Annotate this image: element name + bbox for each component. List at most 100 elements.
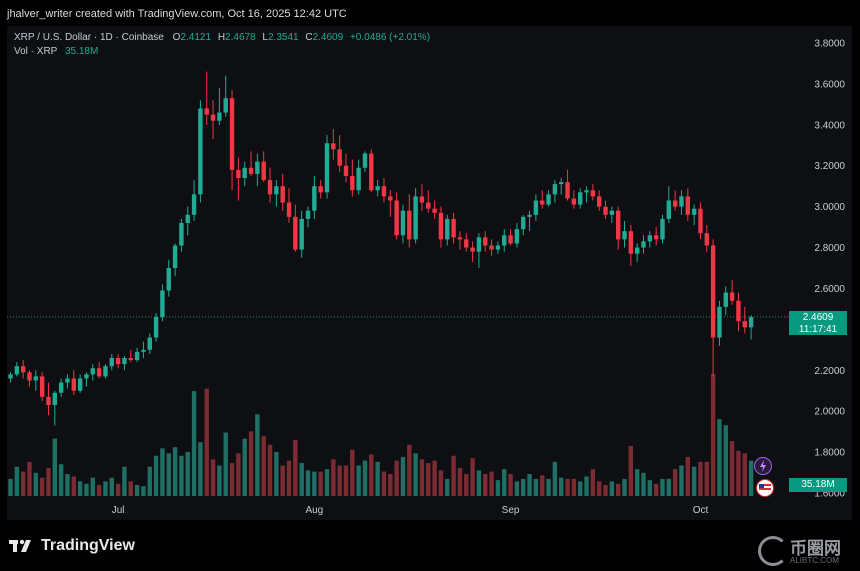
volume-bar	[419, 459, 425, 496]
us-flag-event-icon[interactable]	[756, 479, 774, 497]
candle-body	[464, 239, 469, 248]
volume-bar	[115, 483, 121, 496]
tradingview-logo-icon	[9, 539, 31, 552]
candle-body	[419, 196, 425, 203]
candle-body	[685, 196, 691, 215]
candle-body	[115, 358, 121, 365]
y-axis-tick-label: 2.0000	[814, 407, 845, 418]
candle-body	[343, 165, 349, 176]
volume-bar	[236, 453, 241, 496]
candle-body	[521, 216, 526, 230]
volume-bar	[748, 460, 754, 496]
volume-bar	[299, 463, 304, 496]
volume-bar	[375, 461, 380, 496]
volume-bar	[502, 469, 507, 496]
volume-bar	[483, 474, 488, 496]
volume-bar	[185, 452, 190, 496]
volume-value: 35.18M	[64, 46, 99, 57]
tradingview-logo-text: TradingView	[41, 537, 135, 554]
volume-bar	[109, 477, 114, 496]
candle-body	[210, 114, 216, 121]
volume-bar	[166, 453, 171, 496]
volume-bar	[337, 465, 342, 496]
volume-bar	[527, 474, 532, 496]
volume-bar	[248, 431, 254, 496]
volume-bar	[584, 476, 589, 496]
volume-bar	[495, 480, 501, 496]
candle-body	[356, 167, 361, 191]
volume-bar	[400, 456, 406, 496]
volume-bar	[578, 481, 583, 496]
y-axis-tick-label: 3.8000	[814, 39, 845, 50]
volume-bar	[160, 448, 165, 496]
volume-bar	[540, 475, 545, 496]
lightning-event-icon[interactable]	[754, 457, 772, 475]
candle-body	[527, 214, 532, 217]
candle-body	[267, 180, 273, 195]
candle-body	[489, 245, 494, 250]
candle-body	[609, 210, 615, 215]
candle-body	[400, 210, 406, 236]
volume-bar	[65, 474, 70, 496]
volume-bar	[103, 481, 108, 496]
volume-bar	[432, 460, 437, 496]
volume-bar	[141, 486, 146, 496]
candle-body	[318, 186, 323, 193]
volume-bar	[489, 471, 494, 496]
candle-body	[337, 149, 342, 166]
y-axis-tick-label: 1.6000	[814, 489, 845, 500]
candle-body	[445, 218, 450, 240]
top-bar: jhalver_writer created with TradingView.…	[0, 0, 860, 28]
candle-body	[274, 186, 279, 195]
candle-body	[27, 372, 32, 381]
candle-body	[457, 237, 463, 240]
candle-body	[324, 143, 330, 193]
candle-body	[299, 218, 304, 250]
volume-bar	[153, 455, 159, 496]
candle-body	[77, 378, 83, 391]
volume-bar	[39, 477, 45, 496]
us-flag-icon	[759, 484, 771, 490]
volume-bar	[71, 476, 76, 496]
volume-legend: Vol · XRP 35.18M	[14, 46, 98, 57]
tradingview-logo[interactable]: TradingView	[9, 537, 135, 555]
volume-bar	[274, 452, 279, 496]
candle-body	[660, 218, 665, 240]
volume-bar	[641, 472, 646, 496]
volume-bar	[191, 391, 197, 496]
candle-body	[559, 182, 564, 185]
candle-body	[679, 196, 684, 207]
volume-bar	[653, 483, 659, 496]
candle-body	[628, 231, 634, 254]
volume-bar	[476, 470, 482, 496]
candle-body	[672, 200, 678, 207]
current-price: 2.4609	[802, 312, 834, 323]
y-axis-tick-label: 3.4000	[814, 120, 845, 131]
volume-bar	[229, 463, 235, 496]
volume-bar	[255, 414, 260, 496]
volume-bar	[672, 469, 678, 496]
candle-body	[603, 206, 608, 215]
footer: TradingView 币圈网 ALIBTC.COM	[0, 528, 860, 571]
candle-body	[293, 216, 298, 250]
candle-body	[508, 235, 513, 244]
candle-body	[691, 208, 697, 215]
watermark: 币圈网 ALIBTC.COM	[752, 534, 856, 568]
x-axis-tick-label: Oct	[693, 505, 709, 516]
volume-bar	[324, 469, 330, 496]
candle-body	[451, 218, 456, 238]
price-chart[interactable]: 3.8000 3.6000 3.4000 3.2000 3.0000 2.8000 2.60…	[7, 26, 852, 520]
candle-body	[39, 376, 45, 397]
volume-bar	[58, 464, 64, 496]
volume-bar	[343, 465, 349, 496]
candle-body	[71, 378, 76, 391]
volume-bar	[362, 460, 368, 496]
volume-bar	[223, 432, 228, 496]
y-axis-tick-label: 2.6000	[814, 284, 845, 295]
y-axis-tick-label: 1.8000	[814, 448, 845, 459]
candle-body	[147, 337, 152, 350]
volume-bar	[514, 481, 520, 496]
lightning-icon	[760, 460, 766, 472]
chart-panel[interactable]: 3.8000 3.6000 3.4000 3.2000 3.0000 2.8000 2.60…	[7, 26, 852, 520]
candle-body	[590, 190, 596, 197]
